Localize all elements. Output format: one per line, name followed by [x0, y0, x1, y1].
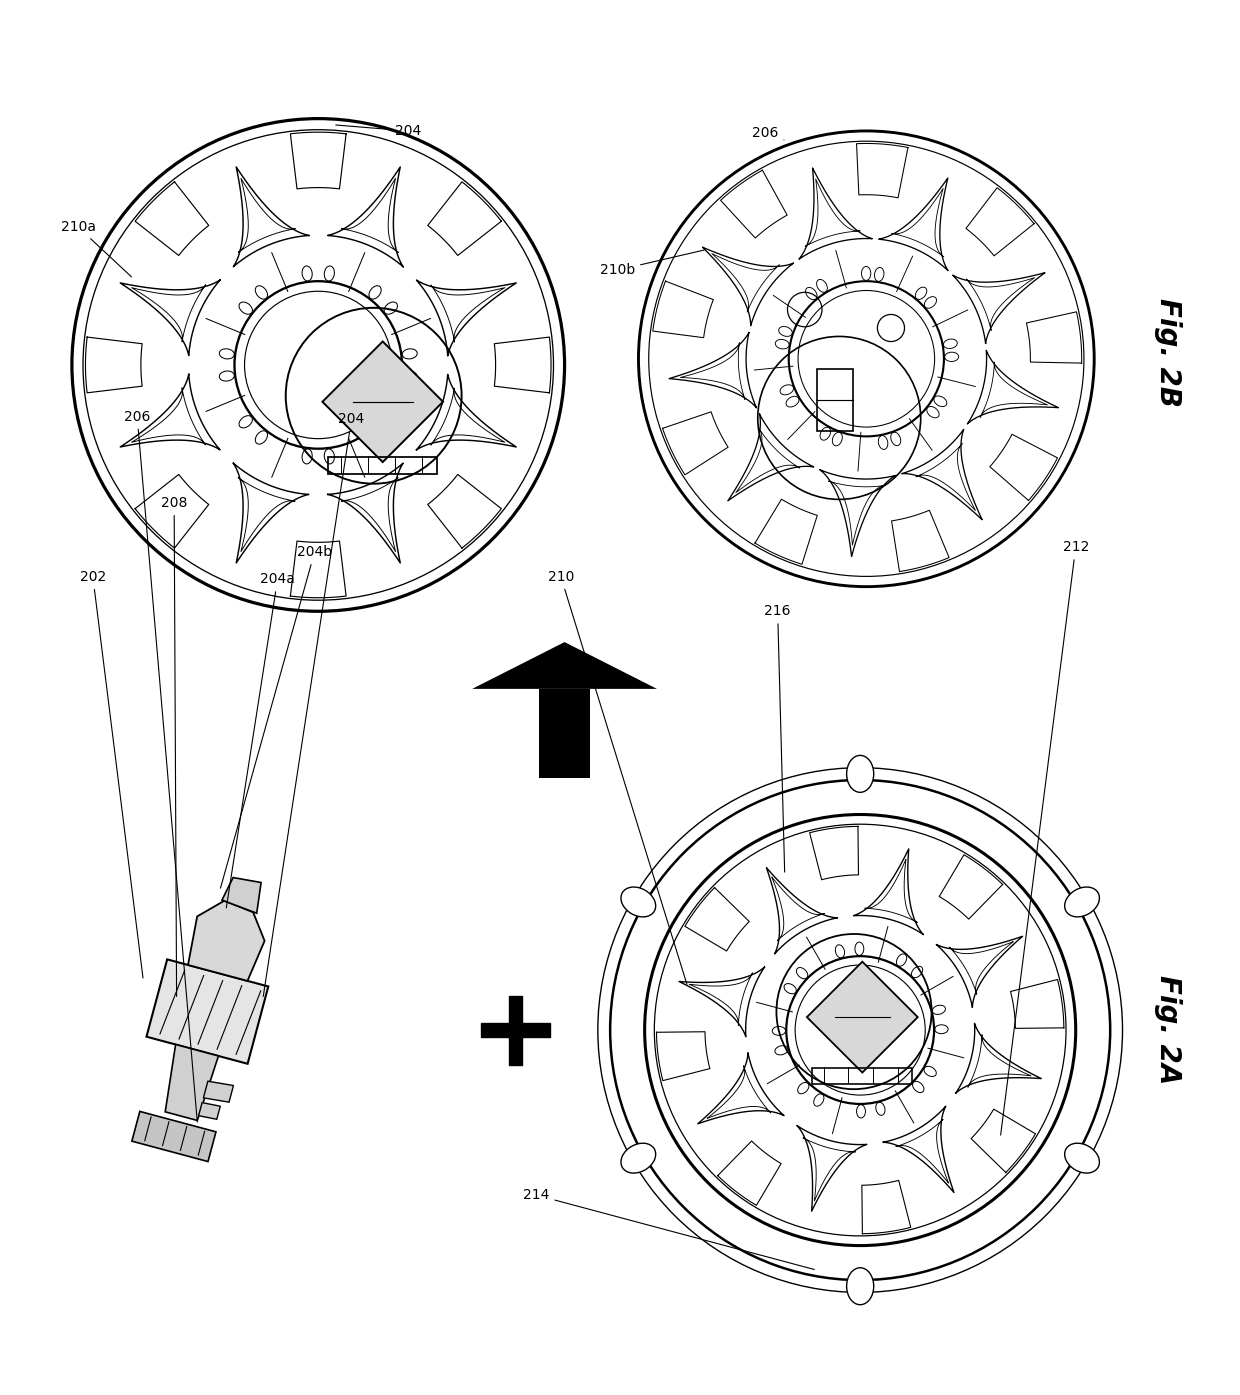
- Polygon shape: [135, 474, 208, 548]
- Text: 212: 212: [1001, 540, 1089, 1136]
- Polygon shape: [810, 826, 858, 880]
- Polygon shape: [428, 181, 501, 255]
- Circle shape: [636, 128, 1096, 589]
- Polygon shape: [662, 412, 728, 474]
- Polygon shape: [417, 374, 516, 449]
- Bar: [817, 368, 853, 431]
- Polygon shape: [203, 1081, 233, 1102]
- Polygon shape: [135, 181, 208, 255]
- Polygon shape: [322, 342, 443, 462]
- Polygon shape: [766, 868, 837, 954]
- Ellipse shape: [621, 1144, 656, 1173]
- Polygon shape: [670, 332, 756, 407]
- Polygon shape: [146, 960, 268, 1064]
- Polygon shape: [703, 247, 794, 326]
- Bar: [812, 1069, 913, 1084]
- Polygon shape: [188, 901, 264, 981]
- Polygon shape: [720, 170, 787, 239]
- Text: 206: 206: [753, 127, 784, 141]
- Text: 204: 204: [336, 124, 422, 138]
- Polygon shape: [862, 1180, 910, 1233]
- Polygon shape: [327, 463, 403, 564]
- Bar: [329, 458, 436, 474]
- Polygon shape: [417, 280, 516, 356]
- Polygon shape: [86, 338, 143, 393]
- Polygon shape: [879, 179, 947, 271]
- Bar: [481, 1024, 549, 1036]
- Polygon shape: [290, 541, 346, 597]
- Polygon shape: [120, 374, 219, 449]
- Polygon shape: [472, 642, 657, 689]
- Polygon shape: [956, 1024, 1042, 1094]
- Circle shape: [69, 116, 567, 614]
- Bar: [508, 996, 522, 1064]
- Polygon shape: [797, 1126, 867, 1211]
- Polygon shape: [853, 850, 923, 935]
- Polygon shape: [131, 1112, 216, 1162]
- Text: 210: 210: [548, 569, 687, 985]
- Text: Fig. 2A: Fig. 2A: [1154, 975, 1182, 1085]
- Text: 206: 206: [124, 410, 197, 1122]
- Text: 204a: 204a: [226, 572, 295, 908]
- Text: 210b: 210b: [600, 250, 704, 278]
- Polygon shape: [755, 499, 817, 564]
- Polygon shape: [990, 434, 1058, 501]
- Polygon shape: [428, 474, 501, 548]
- Polygon shape: [698, 1053, 784, 1124]
- Text: 208: 208: [161, 495, 187, 996]
- Ellipse shape: [621, 887, 656, 917]
- Polygon shape: [222, 877, 262, 914]
- Polygon shape: [652, 282, 713, 338]
- Polygon shape: [198, 1102, 221, 1119]
- Ellipse shape: [1065, 1144, 1100, 1173]
- Polygon shape: [883, 1106, 954, 1193]
- Polygon shape: [233, 463, 309, 564]
- Polygon shape: [939, 855, 1003, 919]
- Polygon shape: [857, 144, 908, 198]
- Polygon shape: [936, 936, 1023, 1007]
- Polygon shape: [1011, 979, 1064, 1028]
- Polygon shape: [952, 273, 1045, 343]
- Polygon shape: [807, 961, 918, 1073]
- Polygon shape: [120, 280, 219, 356]
- Text: 214: 214: [523, 1189, 815, 1269]
- Polygon shape: [1027, 312, 1081, 363]
- Polygon shape: [656, 1032, 709, 1081]
- Polygon shape: [233, 167, 309, 266]
- Polygon shape: [495, 338, 551, 393]
- Ellipse shape: [1065, 887, 1100, 917]
- Ellipse shape: [847, 1268, 874, 1304]
- Polygon shape: [967, 350, 1059, 424]
- Polygon shape: [680, 967, 765, 1036]
- Polygon shape: [799, 167, 872, 259]
- Polygon shape: [290, 133, 346, 188]
- Circle shape: [642, 812, 1078, 1247]
- Text: Fig. 2B: Fig. 2B: [1154, 299, 1182, 407]
- Bar: [538, 689, 590, 777]
- Polygon shape: [728, 414, 813, 501]
- Text: 204: 204: [263, 412, 365, 996]
- Polygon shape: [820, 470, 895, 557]
- Polygon shape: [165, 1045, 218, 1120]
- Text: 216: 216: [764, 604, 791, 872]
- Polygon shape: [684, 887, 749, 951]
- Polygon shape: [903, 430, 982, 520]
- Polygon shape: [966, 188, 1034, 255]
- Text: 210a: 210a: [61, 220, 131, 276]
- Polygon shape: [892, 511, 949, 572]
- Polygon shape: [971, 1109, 1035, 1173]
- Polygon shape: [327, 167, 403, 266]
- Ellipse shape: [847, 755, 874, 792]
- Text: 204b: 204b: [221, 545, 332, 889]
- Text: 202: 202: [79, 569, 143, 978]
- Polygon shape: [718, 1141, 781, 1205]
